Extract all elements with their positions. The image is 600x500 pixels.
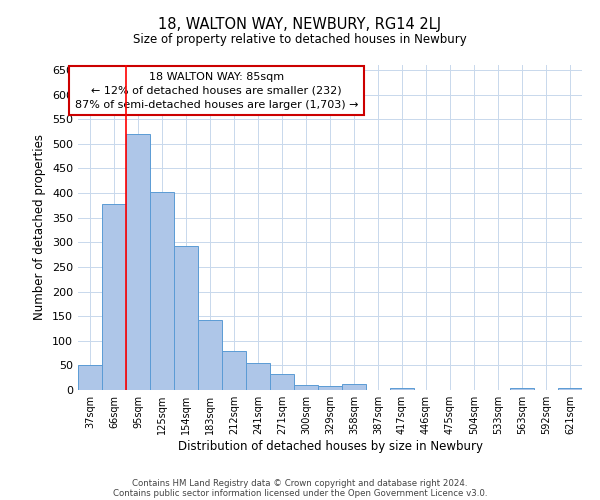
Bar (294, 385, 318, 390)
Bar (270, 374, 294, 390)
Y-axis label: Number of detached properties: Number of detached properties (34, 134, 46, 320)
Text: 18 WALTON WAY: 85sqm
← 12% of detached houses are smaller (232)
87% of semi-deta: 18 WALTON WAY: 85sqm ← 12% of detached h… (75, 72, 358, 110)
Bar (510, 388, 534, 390)
Bar (198, 320, 222, 390)
Bar (150, 192, 174, 390)
Bar (558, 388, 582, 390)
Bar (102, 204, 126, 390)
X-axis label: Distribution of detached houses by size in Newbury: Distribution of detached houses by size … (178, 440, 482, 453)
Text: Contains public sector information licensed under the Open Government Licence v3: Contains public sector information licen… (113, 488, 487, 498)
Bar (318, 386, 342, 390)
Text: Contains HM Land Registry data © Crown copyright and database right 2024.: Contains HM Land Registry data © Crown c… (132, 478, 468, 488)
Bar (174, 246, 198, 390)
Bar (390, 388, 414, 390)
Text: Size of property relative to detached houses in Newbury: Size of property relative to detached ho… (133, 32, 467, 46)
Bar (78, 366, 102, 390)
Bar (222, 350, 246, 390)
Bar (246, 363, 270, 390)
Bar (342, 384, 366, 390)
Bar (126, 134, 150, 390)
Text: 18, WALTON WAY, NEWBURY, RG14 2LJ: 18, WALTON WAY, NEWBURY, RG14 2LJ (158, 18, 442, 32)
